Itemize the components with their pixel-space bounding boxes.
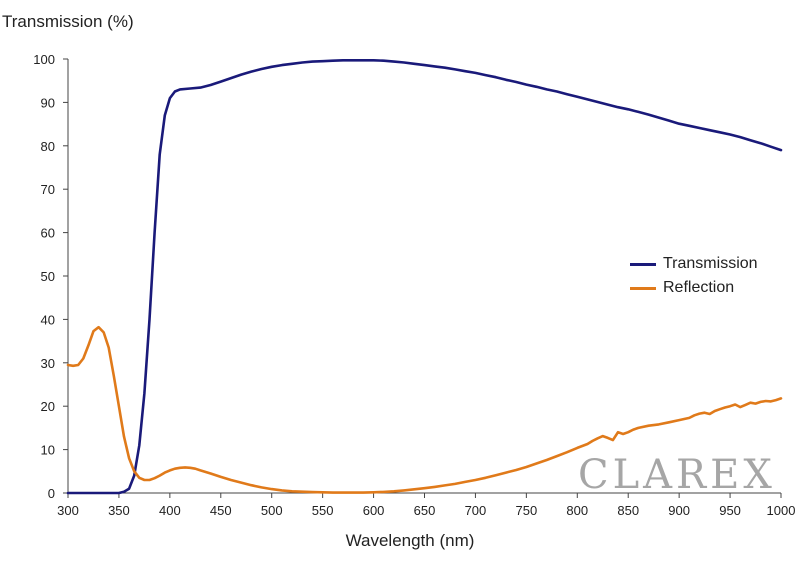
y-tick-label: 80 xyxy=(41,139,55,154)
x-tick-label: 850 xyxy=(617,503,639,518)
y-tick-label: 40 xyxy=(41,312,55,327)
x-tick-label: 950 xyxy=(719,503,741,518)
x-tick-label: 400 xyxy=(159,503,181,518)
y-tick-label: 70 xyxy=(41,182,55,197)
x-tick-label: 350 xyxy=(108,503,130,518)
y-axis-label: Transmission (%) xyxy=(2,12,134,31)
x-tick-label: 650 xyxy=(414,503,436,518)
y-tick-label: 50 xyxy=(41,269,55,284)
x-tick-label: 550 xyxy=(312,503,334,518)
legend-item-transmission: Transmission xyxy=(630,252,758,276)
clarex-watermark: CLAREX xyxy=(578,452,776,498)
legend-item-reflection: Reflection xyxy=(630,276,758,300)
y-tick-label: 60 xyxy=(41,226,55,241)
legend: Transmission Reflection xyxy=(630,252,758,300)
x-tick-label: 450 xyxy=(210,503,232,518)
x-tick-label: 1000 xyxy=(767,503,796,518)
series-group xyxy=(66,59,783,495)
legend-label-reflection: Reflection xyxy=(663,279,735,296)
x-tick-label: 700 xyxy=(465,503,487,518)
x-tick-label: 500 xyxy=(261,503,283,518)
x-tick-label: 900 xyxy=(668,503,690,518)
axes: 0 10 20 30 40 50 60 70 80 90 100 300 350 400 450 500 550… xyxy=(33,52,795,518)
legend-swatch-transmission xyxy=(630,262,656,266)
x-tick-label: 600 xyxy=(363,503,385,518)
y-tick-label: 90 xyxy=(41,95,55,110)
y-tick-label: 0 xyxy=(48,486,55,501)
y-tick-label: 10 xyxy=(41,443,55,458)
x-tick-label: 800 xyxy=(566,503,588,518)
legend-label-transmission: Transmission xyxy=(663,255,758,272)
legend-swatch-reflection xyxy=(630,286,656,290)
x-axis-label: Wavelength (nm) xyxy=(345,531,475,550)
y-tick-label: 100 xyxy=(33,52,55,67)
series-line-reflection xyxy=(66,325,783,494)
y-tick-label: 20 xyxy=(41,399,55,414)
x-tick-label: 750 xyxy=(516,503,538,518)
x-tick-label: 300 xyxy=(57,503,79,518)
y-tick-label: 30 xyxy=(41,356,55,371)
series-line-transmission xyxy=(66,59,783,495)
